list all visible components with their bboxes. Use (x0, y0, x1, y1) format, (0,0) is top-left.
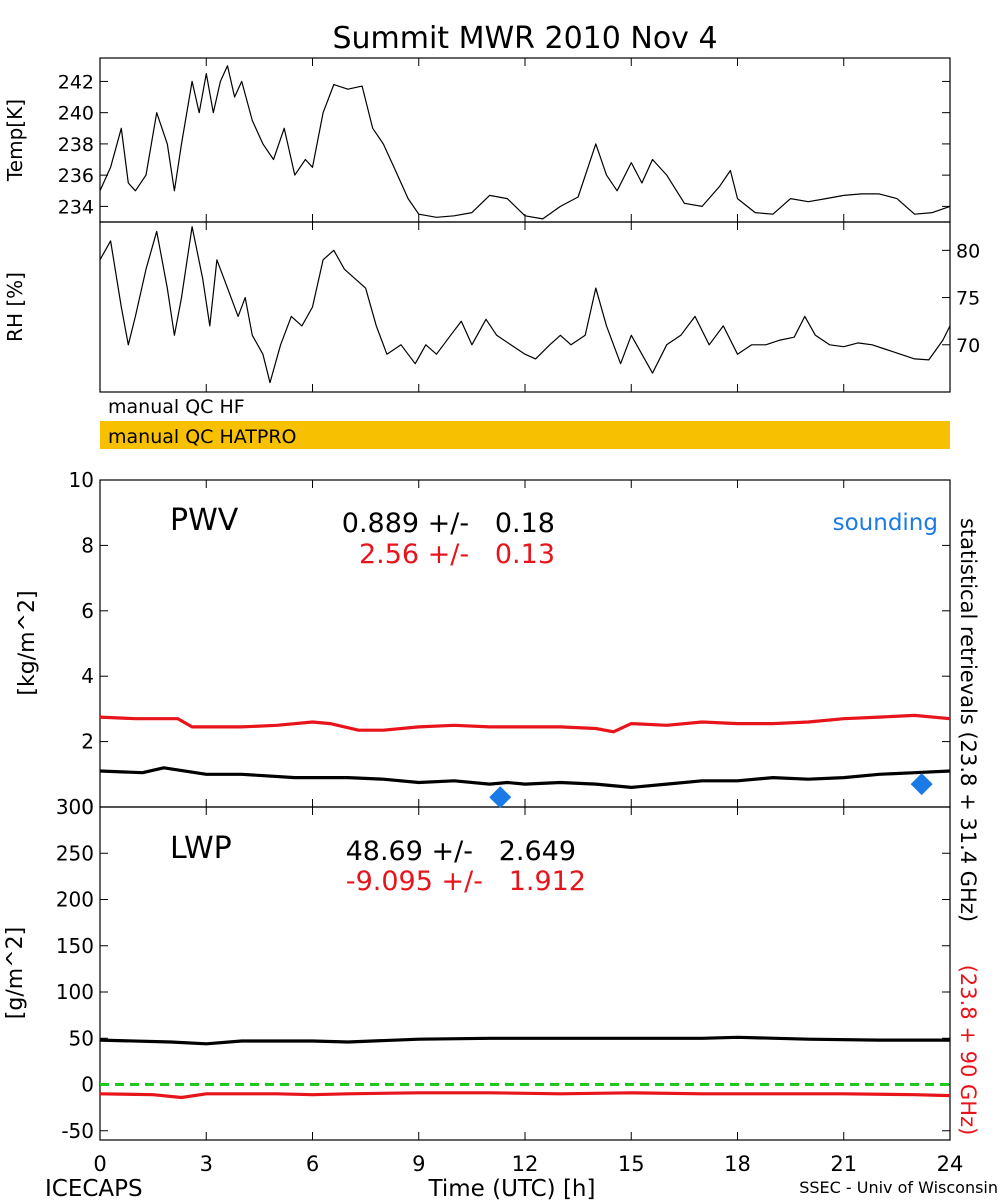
x-tick-label: 6 (306, 1152, 319, 1176)
x-tick-label: 15 (618, 1152, 645, 1176)
sounding-legend: sounding (833, 510, 938, 536)
y-tick-label: 4 (81, 664, 94, 688)
y-tick-label: 242 (58, 71, 94, 93)
y-tick-label: 240 (58, 103, 94, 125)
qc-hatpro-label: manual QC HATPRO (108, 426, 297, 448)
x-tick-label: 0 (93, 1152, 106, 1176)
y-tick-label: 150 (56, 934, 94, 958)
red-retrieval-label: (23.8 + 90 GHz) (956, 965, 980, 1136)
y-tick-label: 2 (81, 730, 94, 754)
y-tick-label: 100 (56, 980, 94, 1004)
temp-y-label: Temp[K] (3, 99, 27, 182)
temp-panel-frame (99, 57, 951, 223)
y-tick-label: 50 (69, 1026, 94, 1050)
y-tick-label: 80 (956, 240, 980, 262)
lwp-stat-red: -9.095 +/- 1.912 (346, 866, 586, 897)
x-tick-label: 21 (830, 1152, 857, 1176)
series-line-secondary (99, 713, 951, 734)
y-tick-label: 8 (81, 533, 94, 557)
y-tick-label: 6 (81, 599, 94, 623)
lwp-name: LWP (170, 831, 232, 866)
pwv-y-label: [kg/m^2] (15, 590, 40, 695)
y-tick-label: 0 (81, 795, 94, 819)
y-tick-label: 10 (69, 468, 94, 492)
y-tick-label: 250 (56, 841, 94, 865)
lwp-y-label: [g/m^2] (3, 927, 28, 1019)
series-line-primary (99, 226, 951, 384)
x-tick-label: 24 (937, 1152, 964, 1176)
pwv-stat-statistical: 0.889 +/- 0.18 (342, 508, 555, 539)
series-line-primary (99, 766, 951, 790)
y-tick-label: -50 (61, 1119, 94, 1143)
x-tick-label: 12 (512, 1152, 539, 1176)
rh-panel-frame (99, 221, 951, 393)
sounding-point (910, 773, 933, 796)
x-tick-label: 18 (724, 1152, 751, 1176)
y-tick-label: 0 (81, 1073, 94, 1097)
lwp-stat-statistical: 48.69 +/- 2.649 (346, 836, 576, 867)
x-tick-label: 3 (200, 1152, 213, 1176)
footer-credit: SSEC - Univ of Wisconsin (799, 1178, 998, 1197)
y-tick-label: 200 (56, 888, 94, 912)
series-line-primary (99, 65, 951, 220)
rh-y-label: RH [%] (3, 272, 27, 342)
statistical-retrievals-label: statistical retrievals (23.8 + 31.4 GHz) (956, 518, 980, 922)
y-tick-label: 234 (58, 196, 94, 218)
pwv-name: PWV (170, 503, 239, 538)
y-tick-label: 236 (58, 165, 94, 187)
pwv-stat-red: 2.56 +/- 0.13 (359, 539, 555, 570)
series-line-primary (99, 1035, 950, 1046)
y-tick-label: 70 (956, 335, 980, 357)
qc-hf-label: manual QC HF (108, 396, 245, 418)
y-tick-label: 300 (56, 795, 94, 819)
y-tick-label: 75 (956, 288, 980, 310)
x-axis-label: Time (UTC) [h] (428, 1176, 596, 1200)
x-tick-label: 9 (412, 1152, 425, 1176)
footer-project: ICECAPS (45, 1176, 143, 1200)
sounding-point (489, 786, 512, 809)
y-tick-label: 238 (58, 134, 94, 156)
chart-title: Summit MWR 2010 Nov 4 (332, 21, 717, 56)
series-line-secondary (99, 1091, 951, 1100)
qc-hatpro-bar (100, 421, 950, 449)
